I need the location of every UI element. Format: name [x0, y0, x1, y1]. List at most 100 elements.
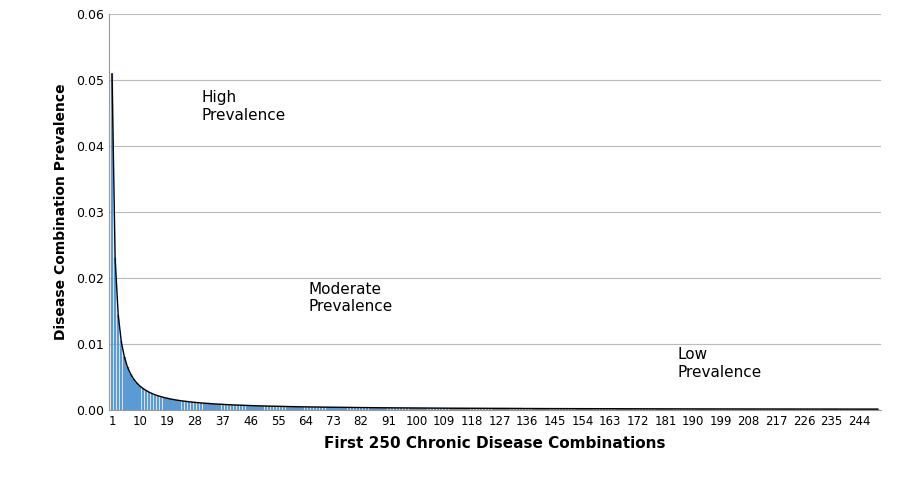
- Bar: [308, 407, 310, 410]
- Bar: [215, 404, 218, 410]
- Bar: [299, 407, 301, 410]
- Bar: [388, 408, 390, 410]
- Bar: [689, 409, 691, 410]
- Bar: [535, 409, 538, 410]
- Bar: [541, 409, 544, 410]
- Bar: [332, 407, 335, 410]
- Bar: [745, 409, 746, 410]
- Bar: [701, 409, 704, 410]
- Bar: [193, 402, 196, 410]
- Bar: [732, 409, 735, 410]
- Bar: [852, 409, 854, 410]
- Bar: [381, 408, 384, 410]
- Bar: [479, 408, 482, 410]
- Bar: [455, 408, 458, 410]
- Bar: [585, 409, 587, 410]
- Bar: [397, 408, 400, 410]
- Bar: [818, 409, 821, 410]
- Bar: [264, 406, 267, 410]
- Bar: [581, 409, 584, 410]
- Bar: [803, 409, 805, 410]
- Bar: [836, 409, 839, 410]
- Bar: [625, 409, 627, 410]
- Bar: [323, 407, 325, 410]
- Bar: [781, 409, 784, 410]
- Bar: [545, 409, 547, 410]
- Bar: [415, 408, 418, 410]
- Bar: [326, 407, 329, 410]
- Bar: [597, 409, 599, 410]
- Bar: [873, 409, 876, 410]
- Bar: [603, 409, 606, 410]
- Bar: [350, 407, 353, 410]
- Bar: [449, 408, 451, 410]
- Bar: [249, 405, 252, 410]
- Bar: [237, 405, 240, 410]
- Bar: [735, 409, 737, 410]
- Bar: [259, 406, 261, 410]
- Bar: [144, 390, 147, 410]
- Bar: [486, 408, 489, 410]
- Bar: [621, 409, 624, 410]
- Bar: [434, 408, 436, 410]
- Bar: [424, 408, 427, 410]
- Bar: [526, 409, 528, 410]
- Bar: [111, 74, 114, 410]
- Bar: [228, 405, 230, 410]
- Bar: [630, 409, 633, 410]
- Bar: [344, 407, 347, 410]
- Bar: [274, 406, 276, 410]
- X-axis label: First 250 Chronic Disease Combinations: First 250 Chronic Disease Combinations: [324, 436, 666, 451]
- Bar: [348, 407, 350, 410]
- Bar: [646, 409, 648, 410]
- Bar: [184, 402, 187, 410]
- Bar: [135, 383, 138, 410]
- Bar: [489, 408, 491, 410]
- Bar: [410, 408, 411, 410]
- Bar: [705, 409, 706, 410]
- Bar: [606, 409, 608, 410]
- Bar: [492, 408, 495, 410]
- Bar: [861, 409, 864, 410]
- Bar: [794, 409, 796, 410]
- Bar: [876, 409, 879, 410]
- Bar: [504, 408, 507, 410]
- Bar: [412, 408, 415, 410]
- Text: High
Prevalence: High Prevalence: [202, 91, 285, 123]
- Text: Moderate
Prevalence: Moderate Prevalence: [309, 281, 393, 314]
- Bar: [548, 409, 550, 410]
- Bar: [430, 408, 433, 410]
- Bar: [698, 409, 701, 410]
- Bar: [262, 406, 264, 410]
- Bar: [578, 409, 580, 410]
- Bar: [197, 402, 200, 410]
- Bar: [615, 409, 617, 410]
- Bar: [400, 408, 402, 410]
- Bar: [790, 409, 793, 410]
- Bar: [667, 409, 670, 410]
- Bar: [812, 409, 814, 410]
- Bar: [519, 409, 522, 410]
- Bar: [443, 408, 445, 410]
- Bar: [587, 409, 590, 410]
- Bar: [785, 409, 786, 410]
- Bar: [354, 407, 356, 410]
- Bar: [188, 402, 190, 410]
- Bar: [206, 403, 209, 410]
- Bar: [255, 406, 258, 410]
- Bar: [320, 407, 322, 410]
- Bar: [123, 357, 125, 410]
- Bar: [720, 409, 722, 410]
- Bar: [855, 409, 857, 410]
- Bar: [557, 409, 559, 410]
- Bar: [559, 409, 562, 410]
- Bar: [224, 404, 227, 410]
- Bar: [707, 409, 710, 410]
- Bar: [652, 409, 655, 410]
- Bar: [508, 408, 510, 410]
- Bar: [649, 409, 651, 410]
- Bar: [830, 409, 833, 410]
- Bar: [317, 407, 320, 410]
- Bar: [498, 408, 500, 410]
- Bar: [538, 409, 540, 410]
